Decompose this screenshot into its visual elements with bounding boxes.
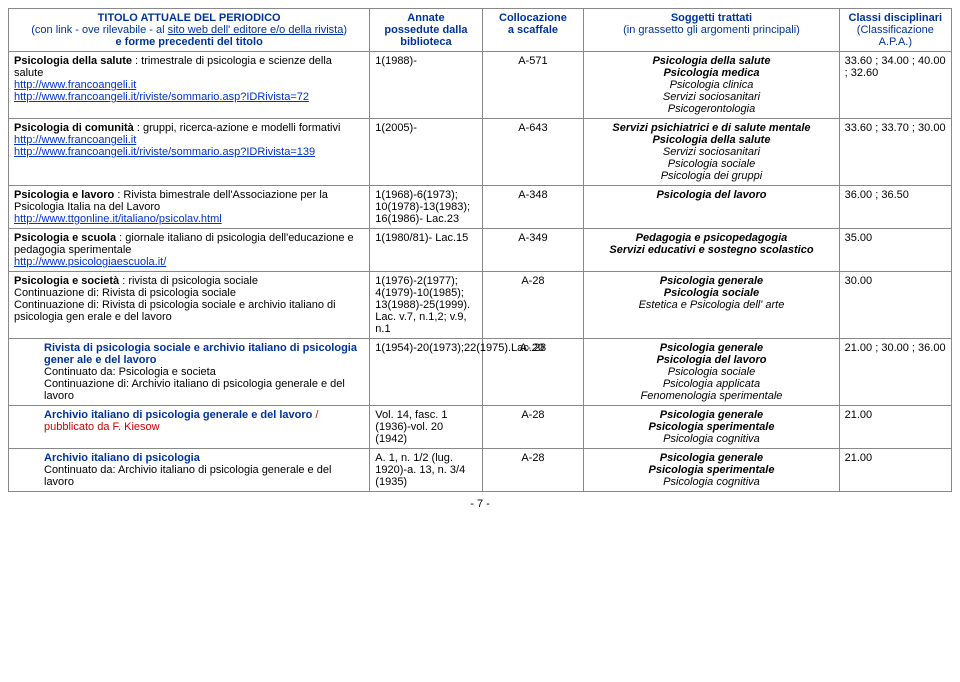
external-link[interactable]: http://www.ttgonline.it/italiano/psicola… bbox=[14, 213, 222, 225]
table-row: Psicologia della salute : trimestrale di… bbox=[9, 52, 952, 119]
cell-collocazione: A-571 bbox=[482, 52, 584, 119]
cell-collocazione: A-28 bbox=[482, 406, 584, 449]
cell-title: Archivio italiano di psicologia generale… bbox=[9, 406, 370, 449]
table-row: Psicologia e società : rivista di psicol… bbox=[9, 272, 952, 339]
cell-annate: 1(1968)-6(1973); 10(1978)-13(1983); 16(1… bbox=[370, 186, 482, 229]
header-soggetti: Soggetti trattati (in grassetto gli argo… bbox=[584, 9, 839, 52]
table-row: Rivista di psicologia sociale e archivio… bbox=[9, 339, 952, 406]
cell-collocazione: A-349 bbox=[482, 229, 584, 272]
cell-classi: 30.00 bbox=[839, 272, 951, 339]
cell-classi: 36.00 ; 36.50 bbox=[839, 186, 951, 229]
cell-annate: Vol. 14, fasc. 1 (1936)-vol. 20 (1942) bbox=[370, 406, 482, 449]
cell-classi: 33.60 ; 33.70 ; 30.00 bbox=[839, 119, 951, 186]
table-row: Psicologia e lavoro : Rivista bimestrale… bbox=[9, 186, 952, 229]
cell-title: Psicologia e scuola : giornale italiano … bbox=[9, 229, 370, 272]
cell-title: Psicologia e lavoro : Rivista bimestrale… bbox=[9, 186, 370, 229]
cell-title: Rivista di psicologia sociale e archivio… bbox=[9, 339, 370, 406]
external-link[interactable]: http://www.francoangeli.it/riviste/somma… bbox=[14, 91, 309, 103]
cell-collocazione: A-28 bbox=[482, 272, 584, 339]
cell-classi: 21.00 bbox=[839, 406, 951, 449]
table-row: Archivio italiano di psicologiaContinuat… bbox=[9, 449, 952, 492]
cell-soggetti: Psicologia generalePsicologia del lavoro… bbox=[584, 339, 839, 406]
cell-classi: 21.00 bbox=[839, 449, 951, 492]
cell-soggetti: Psicologia del lavoro bbox=[584, 186, 839, 229]
page-number: - 7 - bbox=[8, 498, 952, 510]
cell-title: Archivio italiano di psicologiaContinuat… bbox=[9, 449, 370, 492]
header-annate: Annate possedute dalla biblioteca bbox=[370, 9, 482, 52]
cell-soggetti: Psicologia generalePsicologia sperimenta… bbox=[584, 406, 839, 449]
cell-annate: 1(2005)- bbox=[370, 119, 482, 186]
cell-classi: 35.00 bbox=[839, 229, 951, 272]
table-row: Psicologia e scuola : giornale italiano … bbox=[9, 229, 952, 272]
cell-annate: 1(1988)- bbox=[370, 52, 482, 119]
cell-soggetti: Psicologia della salutePsicologia medica… bbox=[584, 52, 839, 119]
cell-annate: 1(1980/81)- Lac.15 bbox=[370, 229, 482, 272]
cell-title: Psicologia di comunità : gruppi, ricerca… bbox=[9, 119, 370, 186]
table-row: Psicologia di comunità : gruppi, ricerca… bbox=[9, 119, 952, 186]
external-link[interactable]: http://www.francoangeli.it bbox=[14, 134, 136, 146]
external-link[interactable]: http://www.francoangeli.it bbox=[14, 79, 136, 91]
cell-collocazione: A-643 bbox=[482, 119, 584, 186]
cell-classi: 33.60 ; 34.00 ; 40.00 ; 32.60 bbox=[839, 52, 951, 119]
cell-title: Psicologia e società : rivista di psicol… bbox=[9, 272, 370, 339]
header-title: TITOLO ATTUALE DEL PERIODICO (con link -… bbox=[9, 9, 370, 52]
external-link[interactable]: http://www.psicologiaescuola.it/ bbox=[14, 256, 166, 268]
cell-soggetti: Pedagogia e psicopedagogiaServizi educat… bbox=[584, 229, 839, 272]
cell-classi: 21.00 ; 30.00 ; 36.00 bbox=[839, 339, 951, 406]
header-classi: Classi disciplinari (ClassificazioneA.P.… bbox=[839, 9, 951, 52]
table-row: Archivio italiano di psicologia generale… bbox=[9, 406, 952, 449]
cell-collocazione: A-28 bbox=[482, 449, 584, 492]
cell-soggetti: Psicologia generalePsicologia sperimenta… bbox=[584, 449, 839, 492]
cell-title: Psicologia della salute : trimestrale di… bbox=[9, 52, 370, 119]
cell-annate: A. 1, n. 1/2 (lug. 1920)-a. 13, n. 3/4 (… bbox=[370, 449, 482, 492]
header-collocazione: Collocazione a scaffale bbox=[482, 9, 584, 52]
cell-soggetti: Servizi psichiatrici e di salute mentale… bbox=[584, 119, 839, 186]
cell-soggetti: Psicologia generalePsicologia socialeEst… bbox=[584, 272, 839, 339]
cell-collocazione: A-348 bbox=[482, 186, 584, 229]
periodicals-table: TITOLO ATTUALE DEL PERIODICO (con link -… bbox=[8, 8, 952, 492]
external-link[interactable]: http://www.francoangeli.it/riviste/somma… bbox=[14, 146, 315, 158]
cell-annate: 1(1976)-2(1977); 4(1979)-10(1985); 13(19… bbox=[370, 272, 482, 339]
cell-annate: 1(1954)-20(1973);22(1975).Lac.20 bbox=[370, 339, 482, 406]
